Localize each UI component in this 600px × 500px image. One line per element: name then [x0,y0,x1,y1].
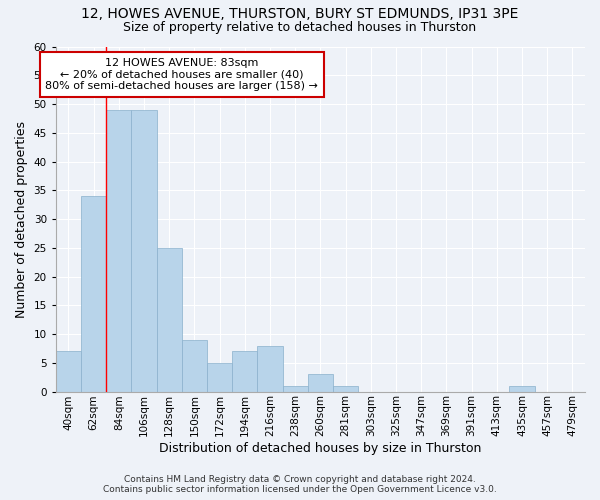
Bar [232,352,257,392]
Bar [106,110,131,392]
Bar [56,352,81,392]
Bar [308,374,333,392]
Bar [182,340,207,392]
Bar [509,386,535,392]
Text: Contains HM Land Registry data © Crown copyright and database right 2024.
Contai: Contains HM Land Registry data © Crown c… [103,474,497,494]
Bar [283,386,308,392]
Text: 12, HOWES AVENUE, THURSTON, BURY ST EDMUNDS, IP31 3PE: 12, HOWES AVENUE, THURSTON, BURY ST EDMU… [82,8,518,22]
Bar [81,196,106,392]
Text: Size of property relative to detached houses in Thurston: Size of property relative to detached ho… [124,21,476,34]
Bar [131,110,157,392]
Text: 12 HOWES AVENUE: 83sqm
← 20% of detached houses are smaller (40)
80% of semi-det: 12 HOWES AVENUE: 83sqm ← 20% of detached… [46,58,318,91]
Bar [157,248,182,392]
Bar [207,363,232,392]
Bar [333,386,358,392]
Y-axis label: Number of detached properties: Number of detached properties [15,120,28,318]
Bar [257,346,283,392]
X-axis label: Distribution of detached houses by size in Thurston: Distribution of detached houses by size … [159,442,482,455]
